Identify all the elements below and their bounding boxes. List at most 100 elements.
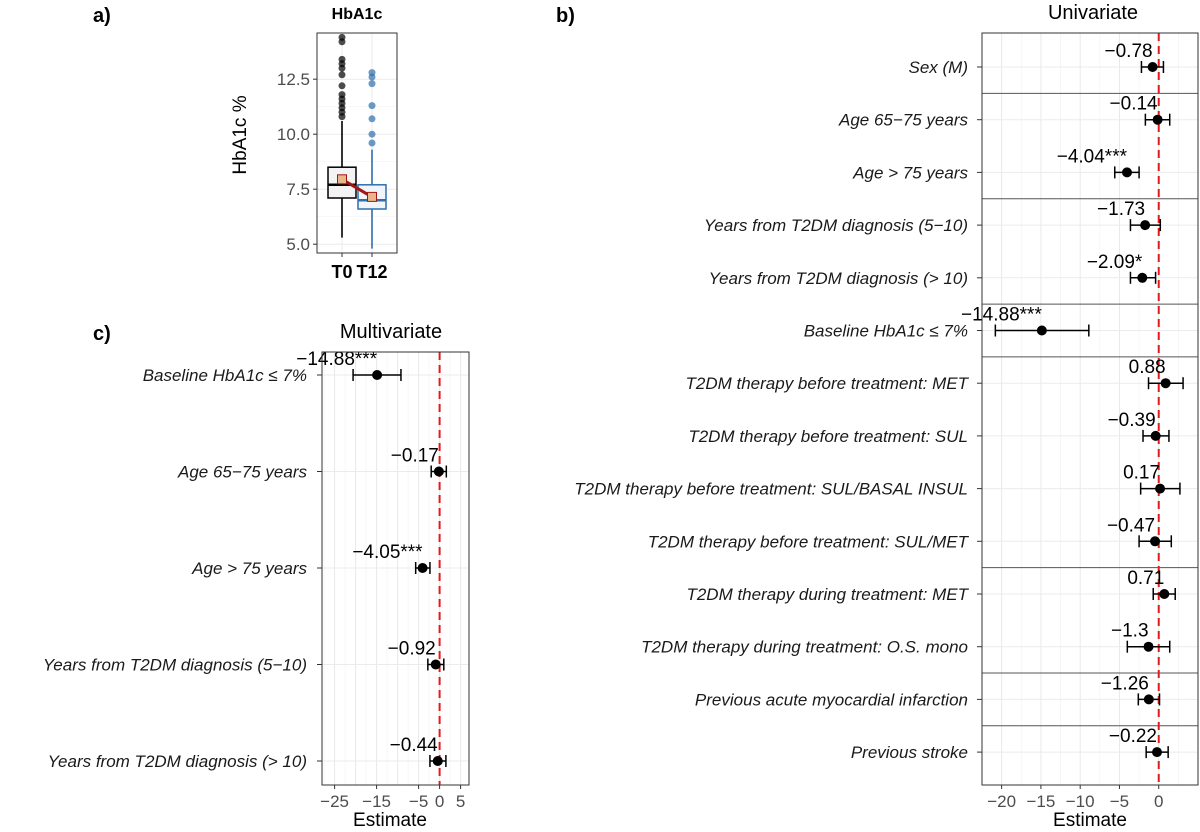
estimate-point bbox=[1150, 430, 1161, 441]
row-label: T2DM therapy before treatment: SUL/BASAL… bbox=[574, 480, 968, 499]
univariate-title: Univariate bbox=[1048, 2, 1138, 24]
estimate-label: −4.05*** bbox=[352, 542, 423, 563]
estimate-label: −0.22 bbox=[1109, 726, 1157, 747]
row-label: T2DM therapy during treatment: O.S. mono bbox=[641, 638, 968, 657]
outlier-point bbox=[368, 80, 376, 88]
box-plot-y-axis-title: HbA1c % bbox=[230, 95, 251, 174]
estimate-point bbox=[1152, 114, 1163, 125]
row-label: T2DM therapy during treatment: MET bbox=[686, 585, 969, 604]
mean-marker-T12 bbox=[367, 191, 377, 202]
estimate-point bbox=[432, 756, 443, 766]
row-label: T2DM therapy before treatment: SUL/MET bbox=[648, 532, 970, 551]
row-label: Years from T2DM diagnosis (5−10) bbox=[43, 656, 307, 675]
estimate-label: −0.14 bbox=[1110, 94, 1159, 115]
estimate-point bbox=[1137, 272, 1148, 283]
estimate-label: −0.78 bbox=[1105, 41, 1153, 62]
estimate-point bbox=[1155, 483, 1166, 494]
plot-background bbox=[317, 33, 397, 253]
x-tick-label: 0 bbox=[435, 792, 444, 811]
estimate-point bbox=[1159, 589, 1170, 599]
estimate-point bbox=[430, 659, 441, 670]
mean-marker-T0 bbox=[337, 174, 347, 185]
row-label: Baseline HbA1c ≤ 7% bbox=[804, 322, 968, 341]
estimate-point bbox=[1147, 62, 1158, 72]
estimate-point bbox=[417, 563, 428, 573]
estimate-point bbox=[1150, 536, 1161, 547]
estimate-label: −0.44 bbox=[390, 735, 439, 756]
estimate-label: −1.3 bbox=[1111, 621, 1149, 642]
plot-background bbox=[982, 33, 1198, 785]
row-label: Years from T2DM diagnosis (> 10) bbox=[709, 269, 968, 288]
estimate-label: −0.92 bbox=[388, 639, 436, 660]
box-plot-title: HbA1c bbox=[332, 6, 383, 23]
x-tick-label: −20 bbox=[987, 792, 1016, 811]
x-tick-label: −5 bbox=[409, 792, 428, 811]
row-label: Years from T2DM diagnosis (5−10) bbox=[704, 216, 968, 235]
estimate-label: 0.17 bbox=[1123, 463, 1160, 484]
row-label: Baseline HbA1c ≤ 7% bbox=[143, 366, 307, 385]
row-label: T2DM therapy before treatment: MET bbox=[686, 374, 970, 393]
y-tick-label: 5.0 bbox=[286, 235, 310, 254]
estimate-point bbox=[1160, 378, 1171, 389]
estimate-label: −14.88*** bbox=[296, 349, 377, 370]
estimate-point bbox=[1121, 167, 1132, 178]
y-tick-label: 10.0 bbox=[277, 125, 310, 144]
plot-border bbox=[981, 32, 1199, 786]
estimate-label: −0.17 bbox=[391, 446, 439, 467]
estimate-point bbox=[1151, 747, 1162, 758]
estimate-label: 0.88 bbox=[1129, 357, 1166, 378]
x-tick-label: −5 bbox=[1110, 792, 1129, 811]
estimate-point bbox=[372, 370, 383, 380]
estimate-label: −0.47 bbox=[1107, 515, 1155, 536]
row-label: Sex (M) bbox=[909, 58, 969, 77]
estimate-label: −2.09* bbox=[1087, 252, 1143, 273]
panel-letter-b: b) bbox=[556, 5, 575, 27]
outlier-point bbox=[368, 130, 376, 138]
x-tick-label: 5 bbox=[456, 792, 465, 811]
row-label: Age > 75 years bbox=[191, 559, 307, 578]
x-tick-label-T0: T0 bbox=[331, 262, 352, 282]
row-label: Age 65−75 years bbox=[177, 463, 308, 482]
outlier-point bbox=[338, 82, 346, 90]
outlier-point bbox=[338, 55, 346, 63]
box-plot-panel: 5.0 7.5 10.0 12.5 T0 T12 bbox=[277, 32, 398, 282]
row-label: T2DM therapy before treatment: SUL bbox=[688, 427, 968, 446]
row-label: Previous stroke bbox=[851, 743, 968, 762]
panel-letter-c: c) bbox=[93, 323, 111, 345]
estimate-point bbox=[1036, 325, 1047, 336]
univariate-x-axis-title: Estimate bbox=[1053, 810, 1127, 831]
outlier-point bbox=[368, 102, 376, 110]
estimate-point bbox=[433, 466, 444, 477]
x-tick-label: −25 bbox=[320, 792, 349, 811]
multivariate-forest-panel: −14.88***Baseline HbA1c ≤ 7% −0.17 Age 65−… bbox=[43, 349, 470, 811]
x-tick-label-T12: T12 bbox=[356, 262, 387, 282]
estimate-label: −0.39 bbox=[1108, 410, 1156, 431]
outlier-point bbox=[338, 33, 346, 41]
y-tick-label: 7.5 bbox=[286, 180, 310, 199]
estimate-point bbox=[1143, 694, 1154, 705]
row-label: Age 65−75 years bbox=[838, 111, 969, 130]
outlier-point bbox=[368, 115, 376, 123]
estimate-label: −1.73 bbox=[1097, 199, 1145, 220]
x-tick-label: −15 bbox=[362, 792, 391, 811]
outlier-point bbox=[368, 139, 376, 147]
estimate-label: −4.04*** bbox=[1057, 146, 1128, 167]
estimate-point bbox=[1143, 641, 1154, 652]
row-label: Years from T2DM diagnosis (> 10) bbox=[48, 752, 307, 771]
x-tick-label: 0 bbox=[1154, 792, 1163, 811]
estimate-label: 0.71 bbox=[1127, 568, 1164, 589]
outlier-point bbox=[338, 71, 346, 79]
plot-border bbox=[316, 32, 398, 254]
x-tick-label: −15 bbox=[1026, 792, 1055, 811]
multivariate-title: Multivariate bbox=[340, 321, 442, 343]
estimate-point bbox=[1140, 220, 1151, 231]
multivariate-x-axis-title: Estimate bbox=[353, 810, 427, 831]
estimate-label: −14.88*** bbox=[961, 305, 1042, 326]
panel-letter-a: a) bbox=[93, 5, 111, 27]
plot-border bbox=[321, 351, 470, 786]
x-tick-label: −10 bbox=[1066, 792, 1095, 811]
outlier-point bbox=[338, 91, 346, 99]
outlier-point bbox=[368, 69, 376, 77]
estimate-label: −1.26 bbox=[1101, 673, 1149, 694]
